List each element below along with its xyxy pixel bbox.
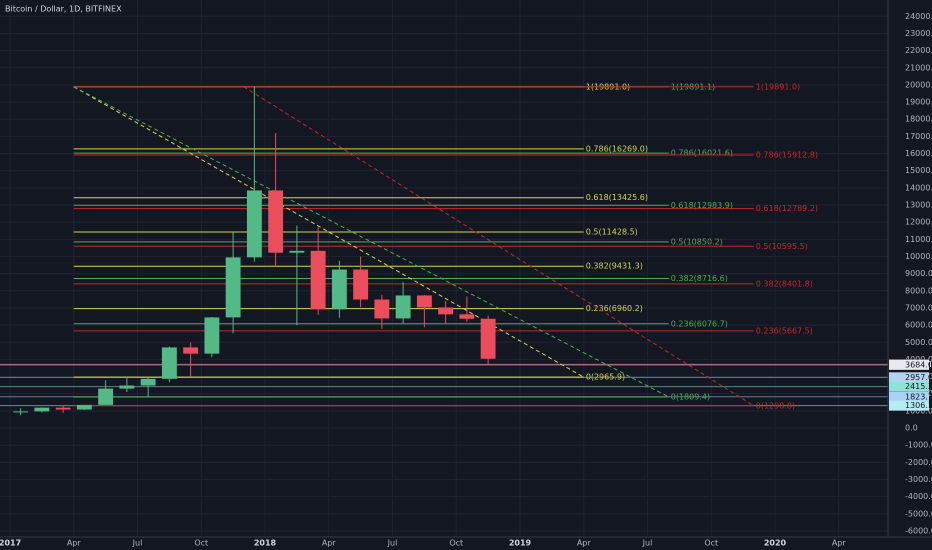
x-tick-label: Jul (387, 539, 398, 548)
candle-body (76, 404, 92, 410)
candle-body (183, 347, 199, 354)
fib-label: 0.618(12789.2) (756, 204, 818, 213)
candle-body (55, 407, 71, 410)
x-tick-label: Oct (194, 539, 208, 548)
x-tick-label: 2020 (764, 539, 787, 548)
fib-label: 0.382(8401.8) (756, 279, 813, 288)
y-tick-label: 9000.0 (905, 269, 932, 278)
fib-label: 0(1298.8) (756, 401, 795, 410)
fib-label: 0.382(8716.6) (671, 274, 728, 283)
y-tick-label: 22000.0 (905, 46, 932, 55)
fib-label: 0.236(6076.7) (671, 319, 728, 328)
fib-label: 0.786(16269.0) (586, 144, 648, 153)
y-tick-label: -5000.0 (905, 509, 932, 518)
x-tick-label: 2018 (254, 539, 277, 548)
candle-body (289, 250, 305, 253)
y-tick-label: 17000.0 (905, 132, 932, 141)
fib-label: 0(1809.4) (671, 393, 710, 402)
x-tick-label: Oct (704, 539, 718, 548)
fib-label: 0.236(5667.5) (756, 326, 813, 335)
y-tick-label: -1000.0 (905, 441, 932, 450)
plot: 1(19891.0) 0.786(16269.0) 0.618(13425.6) 0.… (0, 82, 888, 416)
y-tick-label: 10000.0 (905, 252, 932, 261)
y-tick-label: 5000.0 (905, 338, 932, 347)
candle-body (353, 269, 369, 300)
y-tick-label: 23000.0 (905, 29, 932, 38)
x-tick-label: Apr (322, 539, 337, 548)
candle-body (204, 317, 220, 354)
x-tick-label: Jul (132, 539, 143, 548)
x-tick-label: 2017 (0, 539, 21, 548)
y-tick-label: 0.0 (905, 424, 918, 433)
price-marker-label: 3684.0 (905, 360, 932, 369)
fib-label: 0.618(12983.9) (671, 201, 733, 210)
price-marker-label: 1306.1 (905, 401, 932, 410)
y-tick-label: 16000.0 (905, 149, 932, 158)
price-marker-box (889, 359, 929, 370)
y-tick-label: 24000.0 (905, 12, 932, 21)
price-marker-label: 2415.3 (905, 382, 932, 391)
candle-body (34, 407, 50, 412)
price-marker-box (889, 391, 929, 402)
fib-label: 0.5(10595.5) (756, 242, 808, 251)
candle-body (268, 190, 284, 253)
fib-label: 0.5(10850.2) (671, 237, 723, 246)
y-tick-label: 8000.0 (905, 286, 932, 295)
candle-body (225, 257, 241, 318)
y-tick-label: 6000.0 (905, 321, 932, 330)
candle-body (246, 190, 262, 258)
fib-label: 0.382(9431.3) (586, 262, 643, 271)
price-marker-box (889, 381, 929, 392)
y-tick-label: 18000.0 (905, 115, 932, 124)
candle-body (140, 378, 156, 386)
price-marker-box (889, 372, 929, 383)
y-tick-label: -3000.0 (905, 475, 932, 484)
x-tick-label: Jul (642, 539, 653, 548)
candle-body (438, 307, 454, 315)
x-tick-label: 2019 (509, 539, 532, 548)
candle-body (416, 295, 432, 308)
fib-label: 0.236(6960.2) (586, 304, 643, 313)
y-tick-label: -4000.0 (905, 492, 932, 501)
y-tick-label: 19000.0 (905, 98, 932, 107)
candle-body (395, 295, 411, 319)
candle-body (98, 388, 114, 405)
candle-body (310, 250, 326, 310)
price-marker-label: 1823.7 (905, 392, 932, 401)
price-marker-label: 2957.6 (905, 373, 932, 382)
fib-label: 0(2965.9) (586, 373, 625, 382)
fib-label: 0.618(13425.6) (586, 193, 648, 202)
candle-body (480, 318, 496, 359)
y-tick-label: -2000.0 (905, 458, 932, 467)
candle-body (119, 385, 135, 389)
y-tick-label: 21000.0 (905, 63, 932, 72)
x-tick-label: Oct (449, 539, 463, 548)
y-tick-label: -6000.0 (905, 526, 932, 535)
y-tick-label: 15000.0 (905, 166, 932, 175)
y-tick-label: 7000.0 (905, 303, 932, 312)
candle-body (374, 299, 390, 319)
y-tick-label: 13000.0 (905, 201, 932, 210)
fib-label: 0.786(15912.8) (756, 151, 818, 160)
x-tick-label: Apr (67, 539, 82, 548)
y-tick-label: 20000.0 (905, 80, 932, 89)
fib-label: 0.786(16021.6) (671, 149, 733, 158)
fib-label: 1(19891.0) (756, 82, 800, 91)
fib-label: 0.5(11428.5) (586, 227, 638, 236)
y-tick-label: 14000.0 (905, 183, 932, 192)
y-tick-label: 12000.0 (905, 218, 932, 227)
candle-body (161, 347, 177, 379)
candle-body (13, 411, 29, 413)
chart-title: Bitcoin / Dollar, 1D, BITFINEX (5, 5, 122, 14)
x-tick-label: Apr (832, 539, 847, 548)
price-marker-box (889, 400, 929, 411)
y-tick-label: 11000.0 (905, 235, 932, 244)
x-tick-label: Apr (577, 539, 592, 548)
candle-body (459, 314, 475, 319)
y-tick-label: 1000.0 (905, 406, 932, 415)
trend-line (243, 86, 755, 407)
candle-body (331, 269, 347, 310)
